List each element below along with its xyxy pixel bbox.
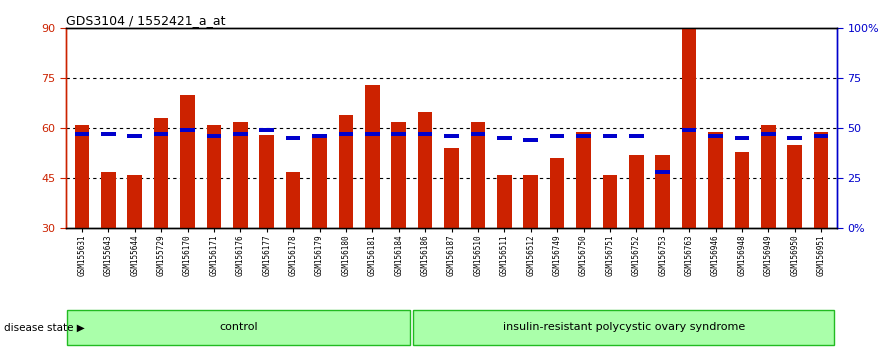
Bar: [761, 132, 775, 136]
Bar: [735, 136, 749, 140]
Bar: [576, 134, 591, 138]
Text: insulin-resistant polycystic ovary syndrome: insulin-resistant polycystic ovary syndr…: [503, 322, 745, 332]
Bar: [735, 152, 749, 228]
Bar: [418, 132, 433, 136]
Bar: [655, 170, 670, 174]
Text: GDS3104 / 1552421_a_at: GDS3104 / 1552421_a_at: [66, 14, 226, 27]
Bar: [497, 175, 512, 228]
Bar: [312, 135, 327, 228]
Bar: [391, 122, 406, 228]
Bar: [550, 158, 565, 228]
Bar: [708, 132, 722, 228]
Text: control: control: [219, 322, 258, 332]
Bar: [682, 28, 696, 228]
FancyBboxPatch shape: [413, 310, 834, 345]
Bar: [655, 155, 670, 228]
Bar: [788, 145, 802, 228]
Bar: [154, 132, 168, 136]
Bar: [128, 175, 142, 228]
Bar: [523, 175, 538, 228]
Bar: [470, 122, 485, 228]
Bar: [285, 172, 300, 228]
Bar: [497, 136, 512, 140]
Bar: [101, 172, 115, 228]
Bar: [629, 155, 644, 228]
Bar: [338, 115, 353, 228]
Bar: [788, 136, 802, 140]
Bar: [154, 118, 168, 228]
Bar: [75, 125, 89, 228]
Bar: [576, 132, 591, 228]
Bar: [207, 125, 221, 228]
Bar: [312, 134, 327, 138]
Bar: [523, 138, 538, 142]
Bar: [233, 122, 248, 228]
Bar: [181, 95, 195, 228]
Bar: [338, 132, 353, 136]
Bar: [444, 134, 459, 138]
Bar: [708, 134, 722, 138]
Bar: [761, 125, 775, 228]
Bar: [259, 135, 274, 228]
Bar: [101, 132, 115, 136]
Bar: [391, 132, 406, 136]
Bar: [128, 134, 142, 138]
Bar: [603, 134, 618, 138]
Bar: [207, 134, 221, 138]
Bar: [259, 129, 274, 132]
Text: disease state ▶: disease state ▶: [4, 322, 85, 332]
Bar: [365, 85, 380, 228]
Bar: [603, 175, 618, 228]
Bar: [550, 134, 565, 138]
Bar: [814, 134, 828, 138]
Bar: [682, 129, 696, 132]
Bar: [75, 132, 89, 136]
FancyBboxPatch shape: [67, 310, 410, 345]
Bar: [418, 112, 433, 228]
Bar: [285, 136, 300, 140]
Bar: [444, 148, 459, 228]
Bar: [233, 132, 248, 136]
Bar: [181, 129, 195, 132]
Bar: [365, 132, 380, 136]
Bar: [470, 132, 485, 136]
Bar: [814, 132, 828, 228]
Bar: [629, 134, 644, 138]
